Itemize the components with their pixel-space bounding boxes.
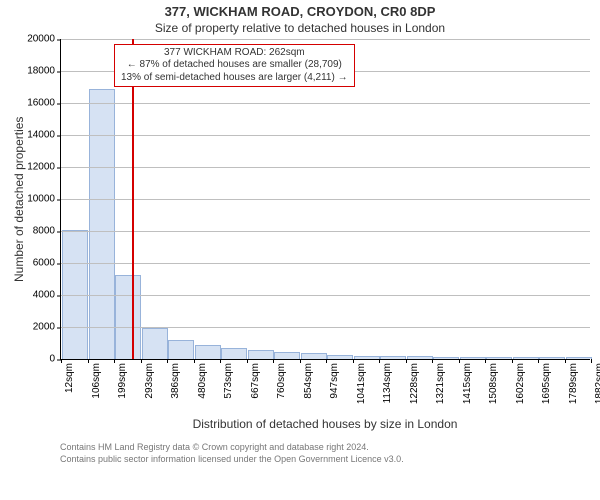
credits-line-1: Contains HM Land Registry data © Crown c… bbox=[60, 441, 594, 453]
gridline bbox=[61, 39, 590, 40]
histogram-bar bbox=[460, 357, 486, 359]
histogram-bar bbox=[327, 355, 353, 359]
x-tick-label: 386sqm bbox=[170, 363, 181, 399]
x-tick-label: 1882sqm bbox=[594, 363, 600, 404]
gridline bbox=[61, 167, 590, 168]
histogram-bar bbox=[380, 356, 406, 359]
x-tick-label: 854sqm bbox=[303, 363, 314, 399]
gridline bbox=[61, 327, 590, 328]
x-tick-label: 199sqm bbox=[117, 363, 128, 399]
x-tick-mark bbox=[220, 359, 221, 363]
x-tick-mark bbox=[406, 359, 407, 363]
x-tick-mark bbox=[538, 359, 539, 363]
x-tick-mark bbox=[353, 359, 354, 363]
y-tick-label: 4000 bbox=[33, 290, 61, 301]
x-tick-mark bbox=[512, 359, 513, 363]
histogram-bar bbox=[248, 350, 274, 359]
histogram-bar bbox=[274, 352, 300, 359]
gridline bbox=[61, 263, 590, 264]
x-tick-label: 573sqm bbox=[223, 363, 234, 399]
x-tick-label: 1695sqm bbox=[541, 363, 552, 404]
credits-line-2: Contains public sector information licen… bbox=[60, 453, 594, 465]
x-tick-mark bbox=[591, 359, 592, 363]
histogram-bar bbox=[486, 357, 512, 359]
x-tick-mark bbox=[114, 359, 115, 363]
y-tick-label: 6000 bbox=[33, 258, 61, 269]
x-tick-label: 1321sqm bbox=[435, 363, 446, 404]
histogram-bar bbox=[115, 275, 141, 359]
histogram-bar bbox=[221, 348, 247, 359]
x-tick-label: 1415sqm bbox=[462, 363, 473, 404]
y-tick-label: 12000 bbox=[27, 162, 61, 173]
x-tick-mark bbox=[61, 359, 62, 363]
credits: Contains HM Land Registry data © Crown c… bbox=[0, 439, 600, 465]
x-tick-mark bbox=[326, 359, 327, 363]
x-axis-label: Distribution of detached houses by size … bbox=[60, 417, 590, 431]
y-axis-label: Number of detached properties bbox=[12, 117, 26, 282]
gridline bbox=[61, 103, 590, 104]
x-tick-label: 293sqm bbox=[144, 363, 155, 399]
x-tick-mark bbox=[565, 359, 566, 363]
x-tick-mark bbox=[432, 359, 433, 363]
histogram-bar bbox=[566, 357, 592, 359]
y-tick-label: 2000 bbox=[33, 322, 61, 333]
annotation-line-1: 377 WICKHAM ROAD: 262sqm bbox=[121, 47, 348, 60]
histogram-bar bbox=[168, 340, 194, 359]
y-tick-label: 10000 bbox=[27, 194, 61, 205]
x-tick-label: 106sqm bbox=[91, 363, 102, 399]
x-tick-label: 480sqm bbox=[197, 363, 208, 399]
x-tick-label: 1508sqm bbox=[488, 363, 499, 404]
x-tick-mark bbox=[167, 359, 168, 363]
plot-wrap: Number of detached properties 12sqm106sq… bbox=[60, 39, 590, 439]
x-tick-mark bbox=[88, 359, 89, 363]
x-tick-label: 667sqm bbox=[250, 363, 261, 399]
histogram-bar bbox=[513, 357, 539, 359]
x-tick-label: 1134sqm bbox=[382, 363, 393, 403]
histogram-bar bbox=[301, 353, 327, 359]
gridline bbox=[61, 135, 590, 136]
x-tick-mark bbox=[459, 359, 460, 363]
x-tick-mark bbox=[485, 359, 486, 363]
annotation-box: 377 WICKHAM ROAD: 262sqm← 87% of detache… bbox=[114, 44, 355, 88]
x-tick-mark bbox=[247, 359, 248, 363]
y-tick-label: 18000 bbox=[27, 66, 61, 77]
histogram-bar bbox=[539, 357, 565, 359]
annotation-line-2: ← 87% of detached houses are smaller (28… bbox=[121, 59, 348, 72]
x-tick-label: 1228sqm bbox=[409, 363, 420, 404]
histogram-bar bbox=[89, 89, 115, 359]
gridline bbox=[61, 295, 590, 296]
plot-area: 12sqm106sqm199sqm293sqm386sqm480sqm573sq… bbox=[60, 39, 590, 360]
x-tick-mark bbox=[300, 359, 301, 363]
histogram-bar bbox=[195, 345, 221, 359]
histogram-bar bbox=[354, 356, 380, 359]
x-tick-label: 947sqm bbox=[329, 363, 340, 399]
page-title: 377, WICKHAM ROAD, CROYDON, CR0 8DP bbox=[0, 4, 600, 19]
page-subtitle: Size of property relative to detached ho… bbox=[0, 21, 600, 35]
x-tick-mark bbox=[194, 359, 195, 363]
y-tick-label: 16000 bbox=[27, 98, 61, 109]
x-tick-label: 1789sqm bbox=[568, 363, 579, 404]
histogram-bar bbox=[433, 357, 459, 359]
y-tick-label: 8000 bbox=[33, 226, 61, 237]
y-tick-label: 0 bbox=[49, 354, 61, 365]
x-tick-label: 12sqm bbox=[64, 363, 75, 393]
gridline bbox=[61, 199, 590, 200]
x-tick-label: 1602sqm bbox=[515, 363, 526, 404]
x-tick-label: 1041sqm bbox=[356, 363, 367, 404]
annotation-line-3: 13% of semi-detached houses are larger (… bbox=[121, 72, 348, 85]
y-tick-label: 20000 bbox=[27, 34, 61, 45]
x-tick-label: 760sqm bbox=[276, 363, 287, 399]
x-tick-mark bbox=[141, 359, 142, 363]
y-tick-label: 14000 bbox=[27, 130, 61, 141]
x-tick-mark bbox=[273, 359, 274, 363]
gridline bbox=[61, 231, 590, 232]
x-tick-mark bbox=[379, 359, 380, 363]
histogram-bar bbox=[407, 356, 433, 359]
histogram-bar bbox=[142, 328, 168, 359]
